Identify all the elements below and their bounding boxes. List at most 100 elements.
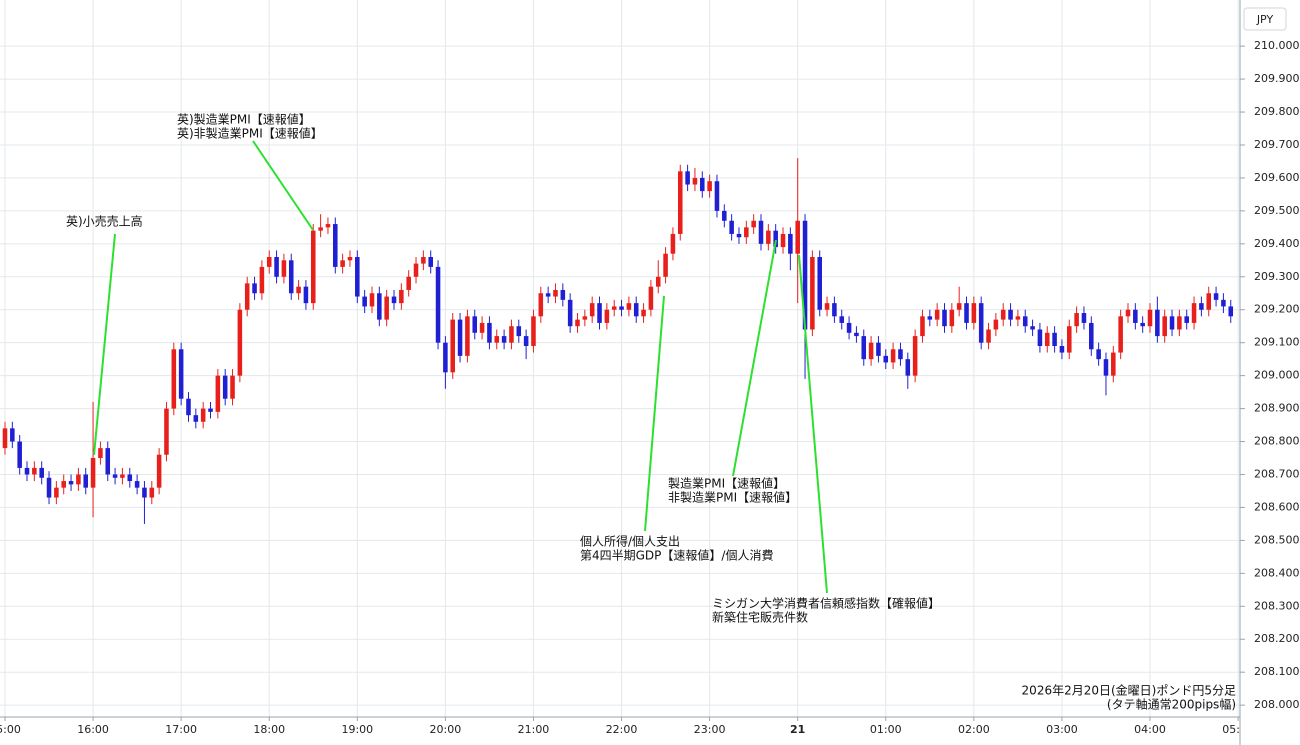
candle-body xyxy=(318,227,323,231)
candle-body xyxy=(1022,316,1028,327)
candle-body xyxy=(259,266,265,294)
candle-body xyxy=(934,309,940,320)
annotation: 第4四半期GDP【速報値】/個人消費 xyxy=(580,548,773,563)
candle-body xyxy=(98,448,103,459)
y-tick-label: 208.600 xyxy=(1254,500,1300,513)
candle-body xyxy=(149,487,155,498)
annotation: 新築住宅販売件数 xyxy=(712,610,808,625)
candle-body xyxy=(501,336,507,343)
candle-body xyxy=(215,375,221,412)
x-tick-label: 21 xyxy=(790,723,805,736)
candle-body xyxy=(567,299,573,327)
candle-body xyxy=(274,257,279,277)
candle-body xyxy=(597,303,602,323)
y-tick-label: 209.400 xyxy=(1254,237,1300,250)
candle-body xyxy=(252,283,257,294)
x-tick-label: 21:00 xyxy=(518,723,550,736)
y-tick-label: 208.000 xyxy=(1254,698,1300,711)
candle-body xyxy=(105,448,111,475)
candle-body xyxy=(964,303,969,323)
candle-body xyxy=(516,326,522,337)
x-tick-label: 16:00 xyxy=(77,723,109,736)
currency-label: JPY xyxy=(1256,13,1274,26)
candles xyxy=(2,158,1234,524)
candle-body xyxy=(1066,326,1072,353)
candle-body xyxy=(553,289,558,297)
candle-body xyxy=(208,408,213,412)
candle-body xyxy=(1155,309,1160,337)
candle-body xyxy=(355,257,360,297)
candle-body xyxy=(1191,303,1197,323)
candle-body xyxy=(1111,352,1116,376)
candle-body xyxy=(17,441,22,468)
candle-body xyxy=(788,233,793,254)
candle-body xyxy=(839,316,845,323)
grid xyxy=(0,0,1240,717)
candle-body xyxy=(538,293,544,317)
candle-body xyxy=(942,309,947,327)
annotation: 英)非製造業PMI【速報値】 xyxy=(177,126,323,141)
candle-body xyxy=(868,342,874,360)
candle-body xyxy=(457,319,463,356)
candle-body xyxy=(670,233,676,254)
candle-body xyxy=(156,454,162,488)
candle-body xyxy=(325,224,331,228)
candle-body xyxy=(369,293,375,307)
candle-body xyxy=(1140,322,1145,327)
candle-body xyxy=(545,293,551,297)
candle-body xyxy=(142,487,147,498)
candle-body xyxy=(920,316,925,337)
x-tick-label: 19:00 xyxy=(341,723,373,736)
candle-body xyxy=(340,260,345,267)
candle-body xyxy=(1081,313,1087,323)
candle-body xyxy=(487,322,492,343)
candle-body xyxy=(171,349,177,409)
annotation: ミシガン大学消費者信頼感指数【確報値】 xyxy=(712,596,940,611)
candle-body xyxy=(729,220,734,234)
candle-body xyxy=(421,257,426,264)
candle-body xyxy=(288,260,294,294)
candle-body xyxy=(435,266,441,343)
annotation-pointer xyxy=(644,295,665,532)
candle-body xyxy=(523,336,529,346)
currency-box xyxy=(1243,7,1287,31)
candle-body xyxy=(883,355,889,363)
y-tick-label: 209.500 xyxy=(1254,204,1300,217)
candle-body xyxy=(1169,316,1175,330)
y-tick-label: 208.200 xyxy=(1254,632,1300,645)
candle-body xyxy=(582,316,588,320)
annotation-pointer xyxy=(252,140,314,231)
candle-body xyxy=(333,224,338,267)
candle-body xyxy=(677,171,683,234)
candle-body xyxy=(472,316,478,333)
annotation: 個人所得/個人支出 xyxy=(580,534,680,549)
candle-body xyxy=(1221,299,1226,307)
y-tick-label: 209.000 xyxy=(1254,369,1300,382)
candle-body xyxy=(1000,309,1006,320)
candle-body xyxy=(134,481,140,488)
candle-body xyxy=(347,257,353,261)
candle-body xyxy=(428,257,433,267)
candle-body xyxy=(1213,293,1219,300)
candle-body xyxy=(912,336,918,376)
candle-body xyxy=(802,220,808,330)
candle-body xyxy=(876,342,881,356)
candle-body xyxy=(200,408,206,422)
y-tick-label: 208.700 xyxy=(1254,467,1300,480)
candle-body xyxy=(905,359,911,376)
candle-body xyxy=(1147,309,1153,327)
candle-body xyxy=(61,481,66,488)
candle-body xyxy=(832,303,837,317)
candle-body xyxy=(244,283,250,310)
candle-body xyxy=(303,286,309,304)
candle-body xyxy=(90,458,96,488)
candle-body xyxy=(384,296,389,320)
candle-body xyxy=(1059,345,1065,353)
candle-body xyxy=(744,227,749,238)
candle-body xyxy=(222,375,228,399)
annotation: 製造業PMI【速報値】 xyxy=(668,476,785,491)
y-tick-label: 209.200 xyxy=(1254,303,1300,316)
candle-body xyxy=(296,286,301,294)
x-tick-label: 22:00 xyxy=(606,723,638,736)
